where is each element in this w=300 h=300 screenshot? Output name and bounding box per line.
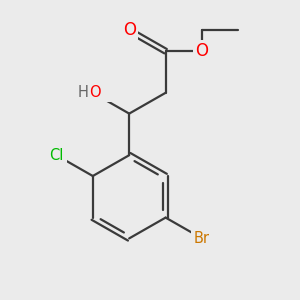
FancyBboxPatch shape (194, 43, 210, 59)
Text: O: O (196, 42, 208, 60)
Text: O: O (89, 85, 100, 100)
FancyBboxPatch shape (121, 22, 137, 38)
Text: H: H (78, 85, 89, 100)
FancyBboxPatch shape (45, 147, 68, 163)
FancyBboxPatch shape (69, 84, 117, 102)
Text: Br: Br (194, 231, 210, 246)
FancyBboxPatch shape (191, 230, 213, 246)
FancyBboxPatch shape (78, 85, 108, 101)
Text: O: O (123, 21, 136, 39)
Text: Cl: Cl (49, 148, 64, 163)
